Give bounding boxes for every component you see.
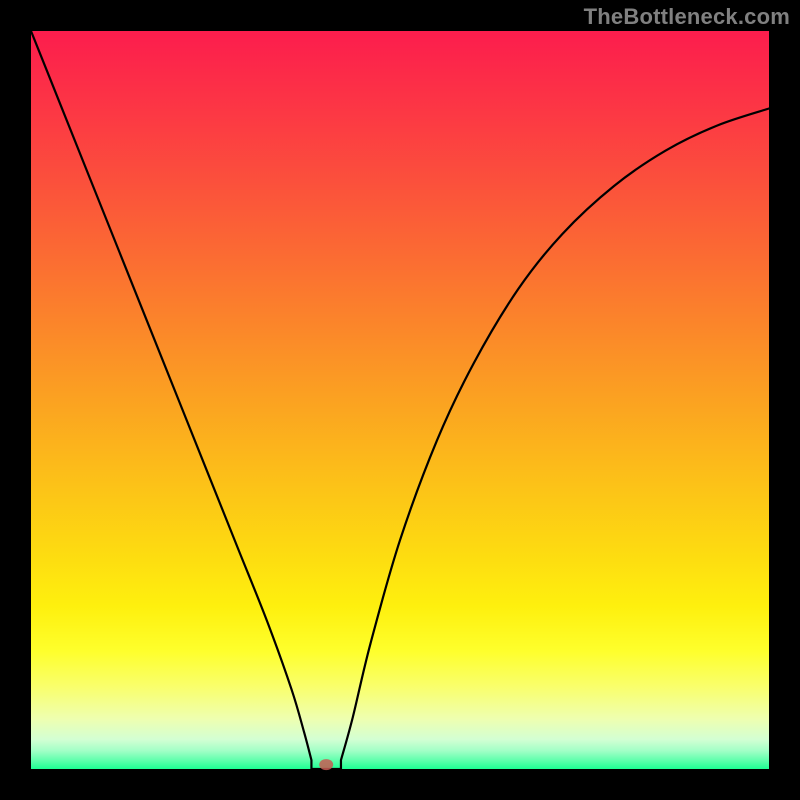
- chart-canvas: TheBottleneck.com: [0, 0, 800, 800]
- watermark-text: TheBottleneck.com: [584, 4, 790, 30]
- bottleneck-chart: [0, 0, 800, 800]
- optimum-marker: [319, 759, 333, 770]
- plot-background: [31, 31, 769, 769]
